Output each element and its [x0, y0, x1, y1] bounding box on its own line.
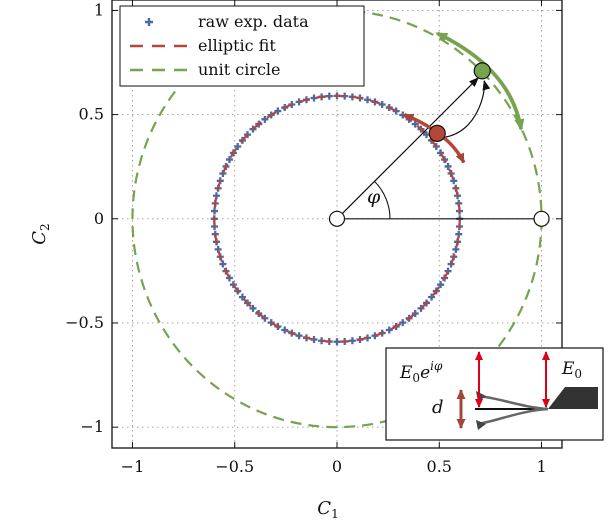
legend-item: elliptic fit	[130, 36, 276, 55]
annotation-layer: φ	[328, 31, 550, 227]
inset-label-right: E0	[561, 359, 582, 381]
raw-data-point	[219, 260, 227, 268]
phase-angle-arc	[373, 180, 391, 219]
raw-data-point	[310, 94, 318, 102]
ellipse-point-marker	[428, 124, 446, 142]
x-tick-label: 0	[332, 457, 342, 476]
raw-data-point	[274, 107, 282, 115]
legend-label: elliptic fit	[198, 36, 276, 55]
inset-label-left: E0eiφ	[399, 359, 443, 385]
x-tick-label: −0.5	[215, 457, 254, 476]
legend-label: unit circle	[198, 60, 281, 79]
reference-point-marker	[533, 210, 550, 227]
inset-probe	[548, 387, 598, 409]
legend-label: raw exp. data	[198, 12, 309, 31]
raw-data-point	[428, 293, 436, 301]
raw-data-point	[225, 274, 233, 282]
legend-item: unit circle	[130, 60, 281, 79]
y-tick-label: 0.5	[79, 105, 104, 124]
legend: raw exp. data elliptic fit unit circle	[119, 5, 365, 87]
raw-data-point	[249, 304, 257, 312]
origin-marker	[328, 210, 346, 227]
phase-angle-label: φ	[367, 186, 381, 208]
x-tick-label: −1	[121, 457, 145, 476]
raw-data-point	[261, 115, 269, 123]
raw-data-point	[238, 293, 246, 301]
legend-item: raw exp. data	[145, 12, 309, 31]
inset-box	[385, 347, 604, 441]
y-axis-label: C2	[29, 223, 52, 244]
raw-data-point	[399, 319, 407, 327]
x-tick-label: 0.5	[427, 457, 452, 476]
raw-data-point	[444, 162, 452, 170]
unit-circle-double-arrow	[435, 31, 525, 132]
tick-labels: −1 −0.5 0 0.5 1 −1 −0.5 0 0.5 1	[65, 0, 546, 476]
inset-cantilever-down	[477, 407, 549, 426]
y-tick-label: −1	[80, 417, 104, 436]
x-tick-label: 1	[536, 457, 546, 476]
y-tick-label: −0.5	[65, 313, 104, 332]
unit-circle-point-marker	[473, 62, 491, 80]
y-tick-label: 0	[94, 209, 104, 228]
raw-data-point	[348, 337, 356, 345]
legend-marker-plus	[145, 18, 153, 26]
raw-data-point	[364, 96, 372, 104]
raw-data-point	[261, 314, 269, 322]
raw-data-point	[211, 207, 219, 215]
raw-data-point	[295, 332, 303, 340]
raw-data-point	[455, 230, 463, 238]
inset-label-d: d	[432, 397, 444, 418]
inset-diagram: E0eiφ E0 d	[385, 347, 604, 441]
raw-data-point	[225, 156, 233, 164]
inset-tip-down	[476, 420, 486, 430]
x-axis-label: C1	[317, 498, 338, 521]
raw-data-point	[234, 143, 242, 151]
raw-data-point	[437, 281, 445, 289]
y-tick-label: 1	[94, 0, 104, 19]
